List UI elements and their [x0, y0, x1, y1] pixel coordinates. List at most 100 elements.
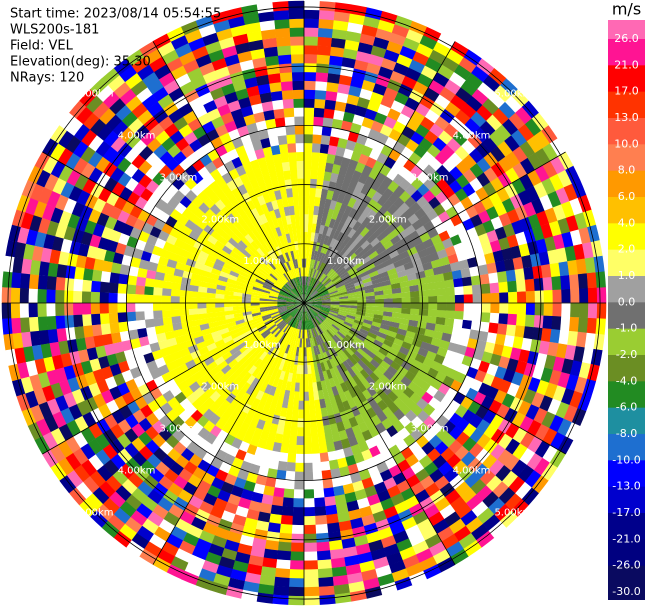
- echo-cell: [270, 199, 279, 211]
- echo-cell: [352, 277, 363, 284]
- echo-cell: [330, 304, 340, 307]
- echo-cell: [399, 346, 410, 356]
- echo-cell: [345, 563, 362, 576]
- echo-cell: [272, 442, 282, 453]
- echo-cell: [596, 302, 607, 319]
- echo-cell: [278, 293, 288, 298]
- echo-cell: [50, 125, 67, 144]
- echo-cell: [228, 577, 246, 591]
- echo-cell: [322, 207, 330, 218]
- echo-cell: [246, 472, 259, 484]
- echo-cell: [173, 357, 186, 368]
- echo-cell: [286, 296, 296, 301]
- echo-cell: [344, 215, 353, 227]
- echo-cell: [283, 334, 290, 344]
- echo-cell: [289, 160, 297, 171]
- echo-cell: [276, 559, 291, 570]
- echo-cell: [294, 301, 304, 303]
- echo-cell: [198, 202, 210, 214]
- echo-cell: [246, 85, 260, 98]
- echo-cell: [208, 321, 219, 329]
- echo-cell: [323, 108, 335, 119]
- echo-cell: [387, 192, 400, 204]
- echo-cell: [542, 143, 559, 161]
- echo-cell: [423, 87, 440, 102]
- echo-cell: [272, 496, 284, 507]
- echo-cell: [46, 220, 59, 237]
- echo-cell: [52, 411, 67, 429]
- echo-cell: [328, 55, 343, 67]
- echo-cell: [225, 392, 237, 404]
- echo-cell: [303, 107, 315, 117]
- echo-cell: [167, 144, 181, 158]
- echo-cell: [327, 313, 337, 320]
- echo-cell: [124, 148, 139, 164]
- echo-cell: [152, 33, 171, 50]
- echo-cell: [318, 334, 325, 344]
- echo-cell: [359, 505, 373, 518]
- echo-cell: [105, 114, 122, 131]
- echo-cell: [278, 307, 288, 312]
- echo-cell: [277, 134, 288, 146]
- echo-cell: [262, 243, 271, 253]
- echo-cell: [315, 282, 322, 290]
- echo-cell: [158, 414, 173, 429]
- echo-cell: [473, 126, 489, 143]
- echo-cell: [184, 29, 203, 44]
- echo-cell: [299, 374, 305, 384]
- echo-cell: [309, 319, 314, 329]
- colorbar-bin: [608, 20, 645, 40]
- echo-cell: [255, 336, 265, 345]
- echo-cell: [436, 288, 447, 296]
- ring-label: 2.00km: [201, 214, 239, 225]
- echo-cell: [440, 447, 456, 462]
- echo-cell: [469, 329, 480, 340]
- echo-cell: [236, 341, 247, 351]
- echo-cell: [304, 284, 306, 295]
- echo-cell: [192, 240, 204, 251]
- echo-cell: [326, 81, 339, 93]
- echo-cell: [319, 290, 329, 296]
- echo-cell: [288, 9, 304, 20]
- echo-cell: [450, 234, 462, 246]
- echo-cell: [250, 303, 260, 306]
- echo-cell: [131, 437, 146, 452]
- echo-cell: [131, 423, 146, 438]
- echo-cell: [469, 177, 483, 192]
- echo-cell: [327, 328, 336, 337]
- echo-cell: [305, 338, 309, 348]
- echo-cell: [369, 91, 384, 104]
- echo-cell: [447, 342, 459, 353]
- echo-cell: [284, 252, 291, 262]
- echo-cell: [216, 343, 228, 353]
- echo-cell: [383, 225, 394, 236]
- echo-cell: [283, 285, 291, 292]
- echo-cell: [354, 432, 366, 445]
- echo-cell: [330, 295, 340, 299]
- echo-cell: [512, 427, 528, 444]
- echo-cell: [295, 319, 300, 329]
- echo-cell: [461, 276, 473, 287]
- echo-cell: [274, 162, 284, 173]
- echo-cell: [579, 287, 589, 303]
- echo-cell: [496, 187, 510, 203]
- echo-cell: [454, 302, 465, 312]
- echo-cell: [180, 225, 193, 237]
- spoke: [303, 302, 456, 565]
- echo-cell: [255, 321, 265, 328]
- echo-cell: [268, 459, 280, 470]
- echo-cell: [492, 249, 505, 263]
- echo-cell: [138, 445, 154, 461]
- echo-cell: [250, 546, 266, 558]
- echo-cell: [136, 503, 153, 519]
- echo-cell: [366, 198, 378, 210]
- echo-cell: [251, 309, 261, 315]
- echo-cell: [140, 460, 156, 475]
- echo-cell: [19, 288, 29, 304]
- echo-cell: [415, 434, 430, 449]
- echo-cell: [339, 340, 349, 350]
- echo-cell: [307, 320, 311, 330]
- echo-cell: [331, 163, 341, 175]
- echo-cell: [153, 526, 171, 542]
- range-ring: [125, 124, 483, 482]
